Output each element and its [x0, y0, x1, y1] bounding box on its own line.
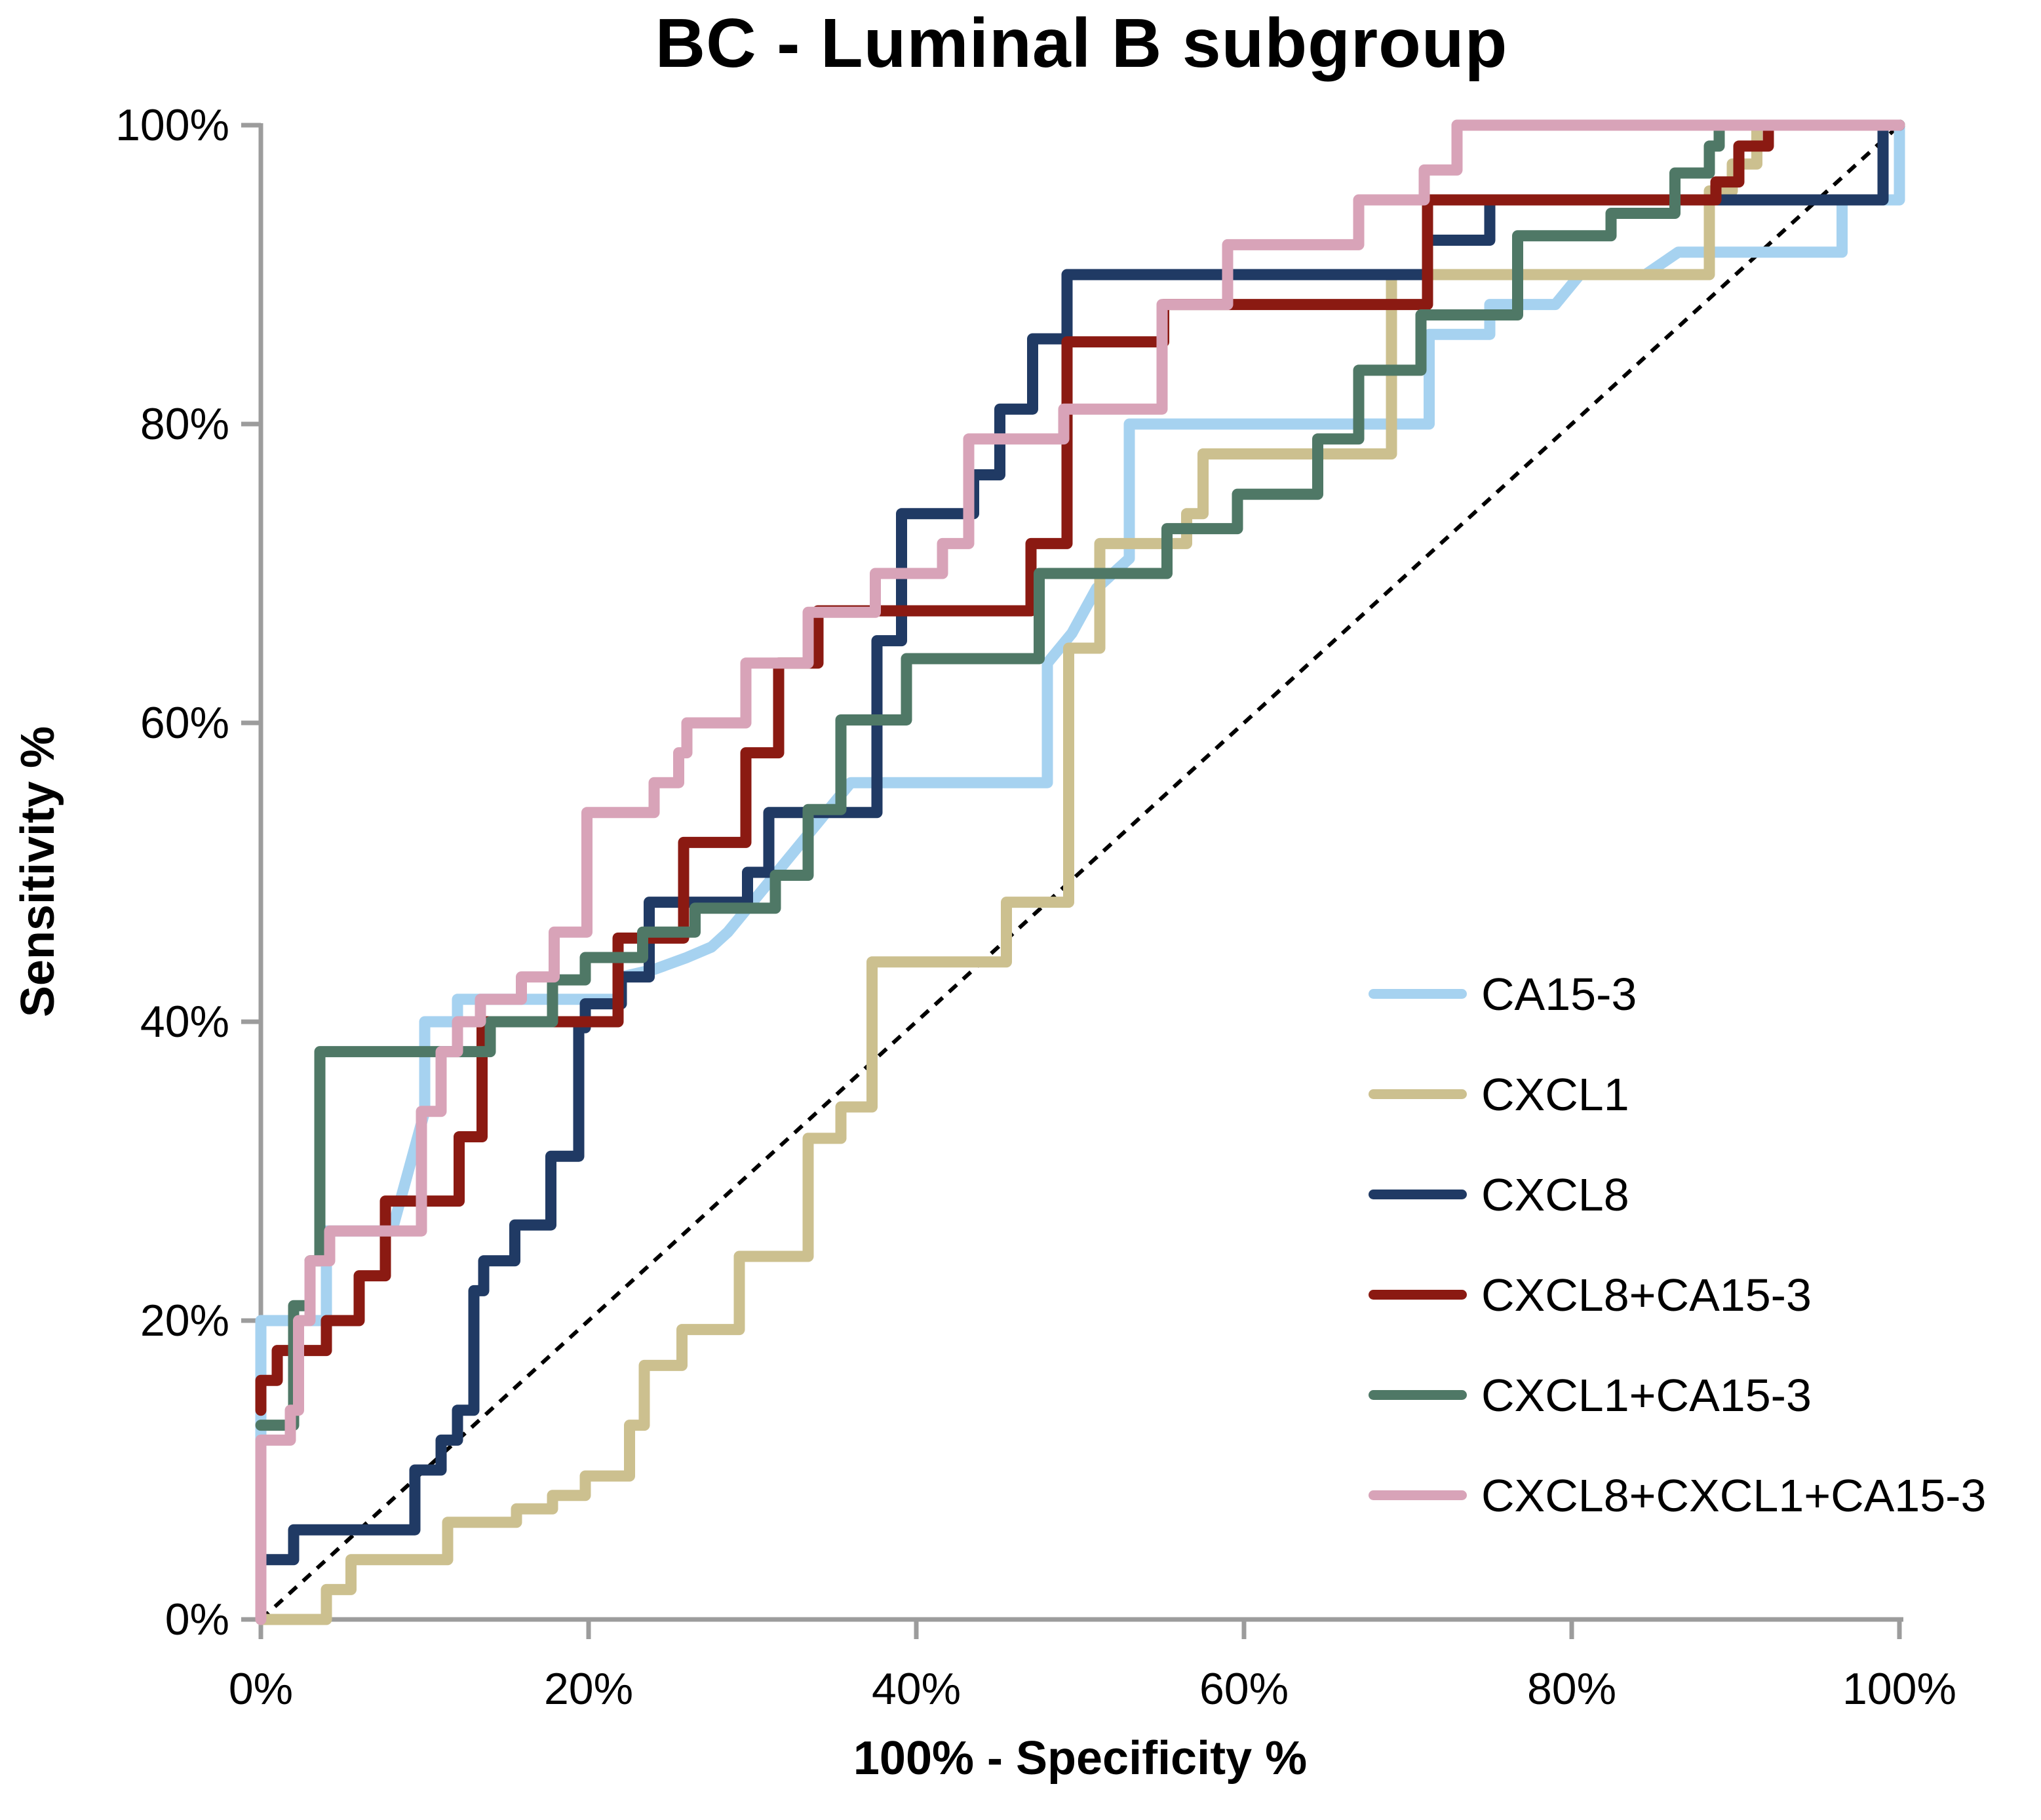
x-tick-label: 80% [1527, 1664, 1616, 1714]
y-tick-label: 40% [140, 997, 229, 1047]
curve-cxcl8-cxcl1-ca15-3 [255, 119, 1905, 1625]
x-tick-label: 20% [544, 1664, 633, 1714]
curve-cxcl8-ca15-3 [255, 119, 1905, 1416]
legend: CA15-3 CXCL1 CXCL8 CXCL8+CA15-3 CXCL1+CA… [1369, 944, 1986, 1545]
legend-line-ca15-3 [1369, 989, 1467, 999]
chart-title: BC - Luminal B subgroup [655, 5, 1508, 82]
legend-line-cxcl1-ca15-3 [1369, 1390, 1467, 1400]
x-axis-title: 100% - Specificity % [853, 1732, 1308, 1785]
y-tick-label: 100% [115, 100, 229, 150]
curve-cxcl1-ca15-3 [255, 119, 1905, 1431]
legend-line-cxcl1 [1369, 1089, 1467, 1099]
legend-item-cxcl8: CXCL8 [1369, 1144, 1986, 1245]
legend-item-cxcl8-ca15-3: CXCL8+CA15-3 [1369, 1245, 1986, 1345]
legend-item-ca15-3: CA15-3 [1369, 944, 1986, 1044]
reference-diagonal [259, 123, 1901, 1621]
legend-label: CXCL1 [1481, 1068, 1629, 1120]
legend-label: CXCL8+CXCL1+CA15-3 [1481, 1469, 1987, 1521]
legend-item-cxcl1: CXCL1 [1369, 1044, 1986, 1144]
legend-line-cxcl8 [1369, 1190, 1467, 1199]
y-tick-label: 0% [165, 1595, 229, 1644]
x-tick-label: 0% [229, 1664, 293, 1714]
legend-item-cxcl8-cxcl1-ca15-3: CXCL8+CXCL1+CA15-3 [1369, 1445, 1986, 1545]
y-tick-label: 80% [140, 399, 229, 449]
legend-label: CXCL1+CA15-3 [1481, 1369, 1812, 1421]
y-tick-label: 60% [140, 698, 229, 748]
x-tick-label: 60% [1199, 1664, 1289, 1714]
y-axis-title: Sensitivity % [12, 726, 64, 1018]
y-tick-label: 20% [140, 1296, 229, 1346]
legend-label: CXCL8+CA15-3 [1481, 1269, 1812, 1321]
curve-cxcl1 [255, 119, 1905, 1625]
x-tick-label: 100% [1842, 1664, 1956, 1714]
legend-item-cxcl1-ca15-3: CXCL1+CA15-3 [1369, 1345, 1986, 1445]
legend-label: CXCL8 [1481, 1169, 1629, 1220]
legend-label: CA15-3 [1481, 968, 1637, 1020]
legend-line-cxcl8-ca15-3 [1369, 1290, 1467, 1300]
legend-line-cxcl8-cxcl1-ca15-3 [1369, 1490, 1467, 1500]
x-tick-label: 40% [872, 1664, 961, 1714]
